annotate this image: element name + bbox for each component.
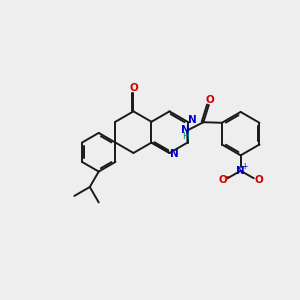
Text: N: N (169, 149, 178, 160)
Text: O: O (129, 83, 138, 93)
Text: N: N (188, 115, 196, 125)
Text: O: O (218, 175, 227, 185)
Text: O: O (205, 95, 214, 105)
Text: N: N (236, 166, 245, 176)
Text: −: − (223, 172, 230, 181)
Text: O: O (254, 175, 263, 185)
Text: N: N (181, 125, 190, 135)
Text: +: + (242, 162, 248, 171)
Text: H: H (182, 132, 189, 141)
